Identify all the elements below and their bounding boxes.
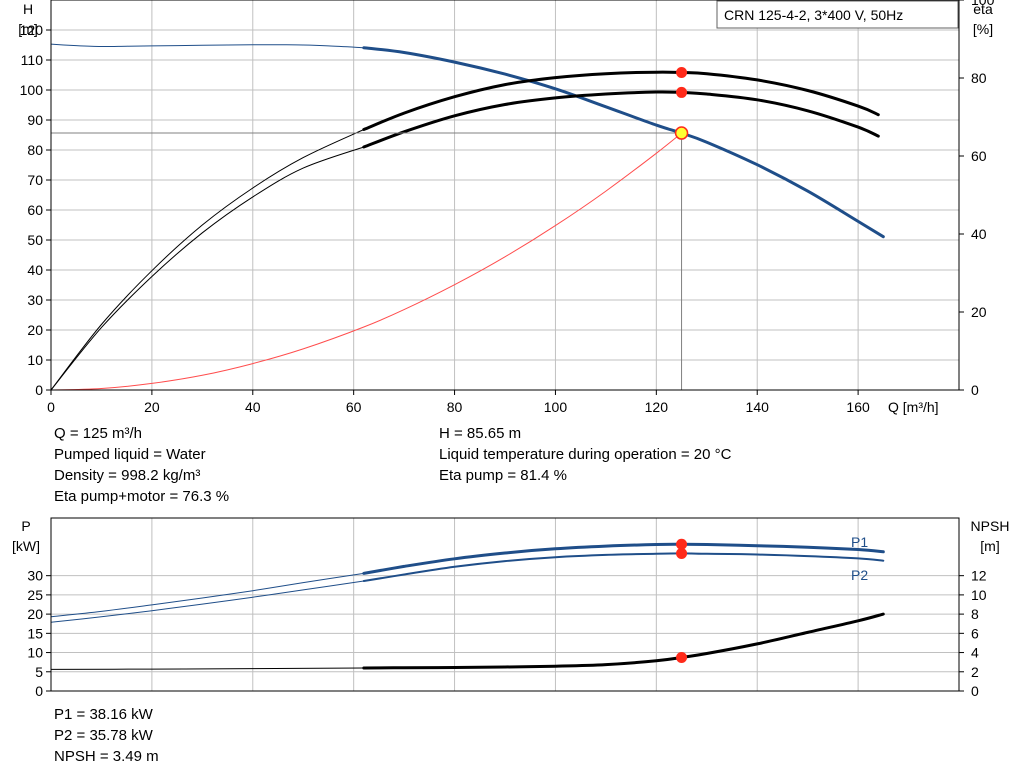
bottom-left-tick-label-5: 5	[35, 664, 43, 680]
operating-point-marker	[674, 126, 689, 140]
top-y-axis-unit: [m]	[18, 21, 37, 37]
npsh-marker	[676, 651, 688, 663]
top-right-axis-name: eta	[973, 1, 993, 17]
top-left-tick-label-90: 90	[27, 112, 43, 128]
bottom-right-axis-name: NPSH	[971, 518, 1010, 534]
bottom-chart-grid	[50, 518, 960, 691]
top-series-eta_total-thin	[50, 146, 365, 391]
top-right-tick-label-40: 40	[971, 226, 987, 242]
p2-value: P2 = 35.78 kW	[54, 727, 153, 744]
top-chart-ticks: 0 10 20 30 40 50 60 70 80 90 100 110 120 0 20 40 60 80 100…	[20, 0, 995, 415]
top-x-tick-label-40: 40	[245, 399, 261, 415]
top-x-tick-label-160: 160	[846, 399, 870, 415]
bottom-right-tick-label-12: 12	[971, 568, 987, 584]
eta-total-marker	[676, 86, 688, 98]
top-right-tick-label-100: 100	[971, 0, 995, 8]
top-x-tick-label-100: 100	[544, 399, 568, 415]
eta-pump-marker	[676, 67, 688, 79]
top-left-tick-label-70: 70	[27, 172, 43, 188]
legend-label-p1: P1	[851, 534, 868, 550]
bottom-left-tick-label-20: 20	[27, 606, 43, 622]
bottom-left-tick-label-25: 25	[27, 587, 43, 603]
bottom-left-tick-label-30: 30	[27, 568, 43, 584]
bottom-series-P2	[362, 552, 885, 582]
top-series-H	[362, 46, 885, 239]
power-info: P1 = 38.16 kW P2 = 35.78 kW NPSH = 3.49 …	[54, 704, 159, 767]
top-x-tick-label-120: 120	[645, 399, 669, 415]
bottom-right-tick-label-0: 0	[971, 683, 979, 699]
top-left-tick-label-100: 100	[20, 82, 44, 98]
head-value: H = 85.65 m	[439, 425, 522, 442]
flow-value: Q = 125 m³/h	[54, 425, 142, 442]
top-chart-grid	[50, 0, 960, 390]
bottom-series-P1-thin	[50, 572, 365, 618]
top-series-eta_pump	[362, 70, 880, 131]
top-series-H-thin	[50, 43, 365, 49]
top-series-eta_total	[362, 90, 880, 149]
top-x-tick-label-80: 80	[447, 399, 463, 415]
p2-marker	[676, 547, 688, 559]
bottom-right-tick-label-6: 6	[971, 625, 979, 641]
bottom-series-P2-thin	[50, 580, 365, 623]
top-right-tick-label-60: 60	[971, 148, 987, 164]
chart-title: CRN 125-4-2, 3*400 V, 50Hz	[724, 7, 903, 23]
bottom-right-tick-label-8: 8	[971, 606, 979, 622]
top-chart-lines	[50, 43, 885, 391]
top-x-axis-label: Q [m³/h]	[888, 399, 939, 415]
bottom-right-tick-label-10: 10	[971, 587, 987, 603]
bottom-series-NPSH-thin	[50, 667, 365, 670]
eta-pump-value: Eta pump = 81.4 %	[439, 467, 567, 484]
top-left-tick-label-120: 120	[20, 22, 44, 38]
bottom-chart-lines	[50, 542, 885, 670]
top-x-tick-label-140: 140	[746, 399, 770, 415]
top-left-tick-label-50: 50	[27, 232, 43, 248]
top-right-tick-label-80: 80	[971, 70, 987, 86]
bottom-right-tick-label-4: 4	[971, 645, 979, 661]
top-left-tick-label-60: 60	[27, 202, 43, 218]
bottom-y-axis-unit: [kW]	[12, 538, 40, 554]
legend-label-p2: P2	[851, 567, 868, 583]
top-right-tick-label-20: 20	[971, 304, 987, 320]
bottom-right-tick-label-2: 2	[971, 664, 979, 680]
bottom-left-tick-label-0: 0	[35, 683, 43, 699]
top-left-tick-label-0: 0	[35, 382, 43, 398]
liquid-temperature-value: Liquid temperature during operation = 20…	[439, 446, 732, 463]
operating-info-right: H = 85.65 m Liquid temperature during op…	[439, 423, 731, 486]
density-value: Density = 998.2 kg/m³	[54, 467, 201, 484]
operating-point-markers	[51, 67, 689, 663]
top-left-tick-label-40: 40	[27, 262, 43, 278]
bottom-series-NPSH	[362, 612, 885, 670]
p1-value: P1 = 38.16 kW	[54, 706, 153, 723]
npsh-value: NPSH = 3.49 m	[54, 748, 159, 765]
top-left-tick-label-10: 10	[27, 352, 43, 368]
p1-marker	[676, 538, 688, 550]
top-x-tick-label-60: 60	[346, 399, 362, 415]
chart-title-box	[716, 0, 959, 29]
bottom-series-P1	[362, 542, 885, 575]
top-y-axis-name: H	[23, 1, 33, 17]
top-x-tick-label-0: 0	[47, 399, 55, 415]
operating-info-left: Q = 125 m³/h Pumped liquid = Water Densi…	[54, 423, 229, 507]
eta-total-value: Eta pump+motor = 76.3 %	[54, 488, 230, 505]
bottom-right-axis-unit: [m]	[980, 538, 999, 554]
pumped-liquid-value: Pumped liquid = Water	[54, 446, 206, 463]
bottom-plot-frame	[50, 517, 960, 692]
bottom-y-axis-name: P	[21, 518, 30, 534]
top-left-tick-label-30: 30	[27, 292, 43, 308]
top-left-tick-label-110: 110	[21, 52, 44, 68]
bottom-left-tick-label-15: 15	[27, 625, 43, 641]
top-left-tick-label-20: 20	[27, 322, 43, 338]
top-right-axis-unit: [%]	[973, 21, 993, 37]
top-x-tick-label-20: 20	[144, 399, 160, 415]
top-left-tick-label-80: 80	[27, 142, 43, 158]
bottom-left-tick-label-10: 10	[27, 645, 43, 661]
top-right-tick-label-0: 0	[971, 382, 979, 398]
top-series-eta_pump-thin	[50, 129, 365, 391]
top-plot-frame	[50, 0, 960, 391]
top-series-system_curve	[50, 132, 682, 391]
bottom-chart-ticks: 0 5 10 15 20 25 30 0 2 4 6 8 10 12	[27, 568, 986, 699]
